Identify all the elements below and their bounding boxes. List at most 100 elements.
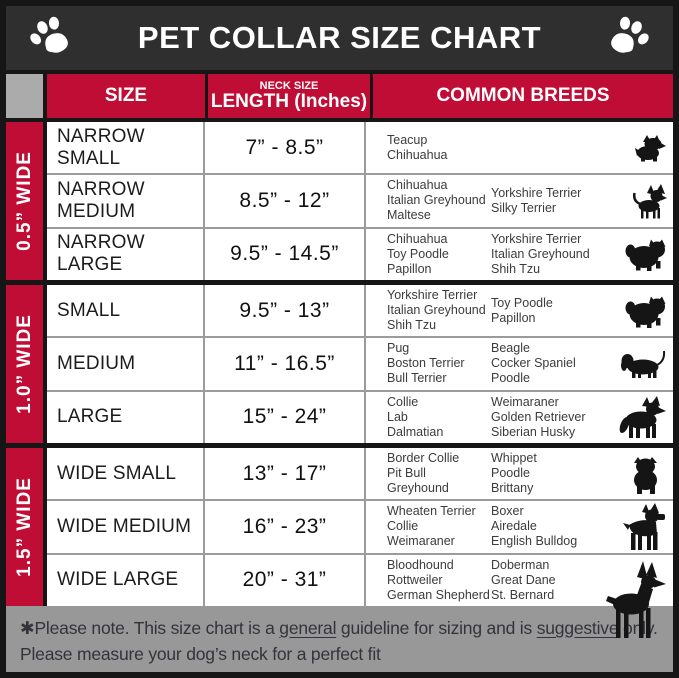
breed-name: Italian Greyhound — [387, 193, 486, 208]
table-row: NARROW MEDIUM 8.5” - 12” Chihuahua Itali… — [47, 173, 673, 227]
breed-name: Chihuahua — [387, 231, 448, 246]
breed-name: English Bulldog — [491, 534, 578, 549]
group-1-0-wide: 1.0” WIDE SMALL 9.5” - 13” Yorkshire Ter… — [6, 285, 673, 443]
breed-name: Whippet — [491, 451, 537, 466]
breed-name: Chihuahua — [387, 147, 448, 162]
table-row: WIDE MEDIUM 16” - 23” Wheaten Terrier Co… — [47, 499, 673, 553]
length-cell: 7” - 8.5” — [205, 122, 366, 174]
breed-name: Doberman — [491, 557, 550, 572]
page-title: PET COLLAR SIZE CHART — [137, 20, 542, 55]
header-common-breeds: COMMON BREEDS — [373, 74, 673, 118]
breed-name: Italian Greyhound — [491, 246, 590, 261]
breed-name: Yorkshire Terrier — [387, 288, 478, 303]
breed-name: Airedale — [491, 519, 537, 534]
breeds-cell: Yorkshire Terrier Italian Greyhound Shih… — [366, 285, 673, 336]
breed-name: Brittany — [491, 481, 534, 496]
breeds-cell: Chihuahua Toy Poodle Papillon Yorkshire … — [366, 229, 673, 280]
paw-print-icon — [30, 16, 68, 53]
breed-name: Poodle — [491, 466, 530, 481]
breed-name: Papillon — [387, 261, 432, 276]
breed-name: Great Dane — [491, 572, 556, 587]
note-underlined-general: general — [279, 618, 337, 638]
breed-name: Shih Tzu — [387, 318, 437, 333]
breed-name: Chihuahua — [387, 178, 448, 193]
breed-name: St. Bernard — [491, 587, 555, 602]
breed-name: Maltese — [387, 208, 431, 223]
breed-name: Greyhound — [387, 481, 449, 496]
group-width-label: 0.5” WIDE — [13, 151, 35, 251]
table-row: NARROW SMALL 7” - 8.5” Teacup Chihuahua — [47, 122, 673, 174]
group-width-band: 1.5” WIDE — [6, 448, 43, 606]
breed-name: Beagle — [491, 341, 530, 356]
note-text: ✱Please note. This size chart is a — [20, 618, 280, 638]
length-cell: 8.5” - 12” — [205, 175, 366, 227]
header-length-inches-label: LENGTH (Inches) — [210, 91, 368, 112]
breed-name: Golden Retriever — [491, 409, 586, 424]
breed-name: Wheaten Terrier — [387, 504, 476, 519]
breed-name: Papillon — [491, 310, 536, 325]
breed-name: Teacup — [387, 132, 428, 147]
header-size: SIZE — [47, 74, 205, 118]
breed-name: Collie — [387, 394, 419, 409]
length-cell: 16” - 23” — [205, 501, 366, 553]
title-bar: PET COLLAR SIZE CHART — [6, 6, 673, 70]
length-cell: 11” - 16.5” — [205, 338, 366, 390]
breed-name: Dalmatian — [387, 424, 444, 439]
breeds-cell: Collie Lab Dalmatian Weimaraner Golden R… — [366, 392, 673, 443]
breed-name: Boxer — [491, 504, 524, 519]
size-cell: WIDE LARGE — [47, 554, 205, 606]
group-1-5-wide: 1.5” WIDE WIDE SMALL 13” - 17” Border Co… — [6, 448, 673, 638]
breeds-cell: Chihuahua Italian Greyhound Maltese York… — [366, 175, 673, 226]
table-header-row: SIZE NECK SIZE LENGTH (Inches) COMMON BR… — [6, 74, 673, 118]
size-cell: MEDIUM — [47, 338, 205, 390]
pit-bull-icon — [634, 456, 657, 494]
breeds-cell: Pug Boston Terrier Bull Terrier Beagle C… — [366, 338, 673, 389]
breed-name: Weimaraner — [387, 534, 455, 549]
header-neck-length: NECK SIZE LENGTH (Inches) — [208, 74, 370, 118]
footer-note: ✱Please note. This size chart is a gener… — [6, 606, 673, 672]
note-underlined-suggestive: suggestive — [536, 618, 619, 638]
group-0-5-wide: 0.5” WIDE NARROW SMALL 7” - 8.5” Teacup … — [6, 122, 673, 280]
husky-icon — [619, 396, 666, 439]
size-cell: NARROW SMALL — [47, 122, 205, 174]
breed-name: Toy Poodle — [387, 246, 449, 261]
header-corner-cell — [6, 74, 43, 118]
breed-name: Yorkshire Terrier — [491, 185, 582, 200]
table-row: LARGE 15” - 24” Collie Lab Dalmatian Wei… — [47, 389, 673, 443]
breed-name: Yorkshire Terrier — [491, 231, 582, 246]
table-row: SMALL 9.5” - 13” Yorkshire Terrier Itali… — [47, 285, 673, 337]
breed-name: Poodle — [491, 371, 530, 386]
group-width-band: 0.5” WIDE — [6, 122, 43, 280]
shih-tzu-icon — [625, 239, 666, 272]
table-row: MEDIUM 11” - 16.5” Pug Boston Terrier Bu… — [47, 336, 673, 390]
breed-name: Silky Terrier — [491, 200, 557, 215]
breed-name: Boston Terrier — [387, 356, 465, 371]
length-cell: 13” - 17” — [205, 448, 366, 500]
beagle-icon — [621, 350, 666, 378]
note-text: guideline for sizing and is — [336, 618, 537, 638]
breeds-cell: Wheaten Terrier Collie Weimaraner Boxer … — [366, 501, 673, 552]
breeds-cell: Bloodhound Rottweiler German Shepherd Do… — [366, 555, 673, 638]
size-cell: WIDE MEDIUM — [47, 501, 205, 553]
breed-name: Bull Terrier — [387, 371, 447, 386]
note-line-1: ✱Please note. This size chart is a gener… — [20, 615, 659, 641]
length-cell: 9.5” - 14.5” — [205, 228, 366, 280]
group-width-band: 1.0” WIDE — [6, 285, 43, 443]
group-width-label: 1.0” WIDE — [13, 314, 35, 414]
size-cell: NARROW MEDIUM — [47, 175, 205, 227]
yorkshire-terrier-icon — [635, 134, 666, 162]
pomeranian-icon — [625, 296, 666, 328]
group-width-label: 1.5” WIDE — [13, 477, 35, 577]
chihuahua-icon — [633, 183, 667, 219]
breed-name: Rottweiler — [387, 572, 443, 587]
breed-name: Weimaraner — [491, 394, 559, 409]
size-cell: NARROW LARGE — [47, 228, 205, 280]
breed-name: Collie — [387, 519, 419, 534]
table-row: WIDE SMALL 13” - 17” Border Collie Pit B… — [47, 448, 673, 500]
breed-name: Pug — [387, 341, 410, 356]
length-cell: 9.5” - 13” — [205, 285, 366, 337]
breed-name: Siberian Husky — [491, 424, 576, 439]
size-cell: WIDE SMALL — [47, 448, 205, 500]
breed-name: Border Collie — [387, 451, 460, 466]
